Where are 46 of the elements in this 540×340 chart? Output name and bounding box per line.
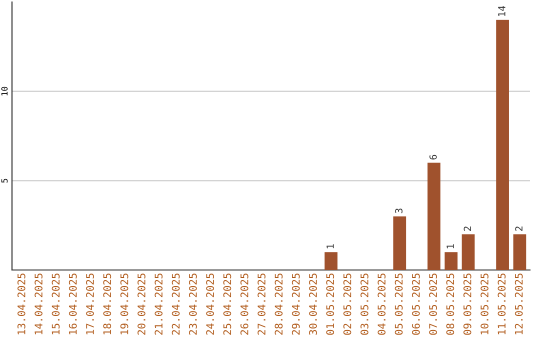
- x-tick-label: 30.04.2025: [309, 274, 317, 335]
- bar: [428, 162, 440, 270]
- data-label: 1: [446, 244, 454, 248]
- x-tick-label: 05.05.2025: [394, 274, 403, 335]
- x-tick-label: 04.05.2025: [378, 274, 386, 335]
- data-label: 2: [464, 226, 471, 231]
- bar: [324, 252, 338, 270]
- x-tick-label: 02.05.2025: [343, 274, 352, 335]
- x-tick-label: 17.04.2025: [86, 274, 94, 334]
- data-label: 2: [515, 226, 522, 231]
- bar: [462, 234, 475, 270]
- x-tick-label: 27.04.2025: [258, 274, 266, 335]
- data-label: 6: [429, 154, 437, 160]
- x-tick-label: 23.04.2025: [188, 274, 197, 335]
- x-tick-label: 26.04.2025: [240, 274, 248, 335]
- x-tick-label: 19.04.2025: [120, 274, 128, 334]
- x-tick-label: 20.04.2025: [138, 274, 146, 335]
- bar: [393, 216, 406, 270]
- data-label: 1: [326, 244, 334, 248]
- x-tick-label: 13.04.2025: [17, 274, 26, 334]
- x-tick-label: 29.04.2025: [292, 274, 300, 335]
- x-tick-label: 22.04.2025: [172, 274, 180, 335]
- x-tick-label: 28.04.2025: [274, 274, 283, 335]
- data-label: 14: [498, 6, 506, 16]
- x-tick-label: 16.04.2025: [68, 274, 77, 334]
- x-tick-label: 03.05.2025: [360, 274, 368, 335]
- bar: [444, 252, 458, 270]
- x-tick-label: 12.05.2025: [514, 274, 523, 334]
- x-tick-label: 15.04.2025: [52, 274, 60, 334]
- bar: [513, 234, 526, 270]
- bar: [496, 20, 509, 270]
- x-tick-label: 10.05.2025: [480, 274, 488, 334]
- x-tick-label: 21.04.2025: [154, 274, 163, 335]
- x-tick-label: 06.05.2025: [412, 274, 420, 335]
- x-tick-label: 25.04.2025: [223, 274, 232, 335]
- y-tick-label: 10: [1, 86, 8, 96]
- x-tick-label: 01.05.2025: [326, 274, 334, 335]
- x-tick-label: 08.05.2025: [446, 274, 454, 335]
- x-tick-label: 24.04.2025: [206, 274, 214, 335]
- x-tick-label: 11.05.2025: [498, 274, 506, 334]
- x-tick-label: 07.05.2025: [429, 274, 437, 335]
- x-tick-label: 09.05.2025: [463, 274, 472, 335]
- x-tick-label: 14.04.2025: [34, 274, 42, 334]
- data-label: 3: [395, 208, 402, 214]
- y-tick-label: 5: [1, 178, 8, 183]
- x-tick-label: 18.04.2025: [103, 274, 112, 334]
